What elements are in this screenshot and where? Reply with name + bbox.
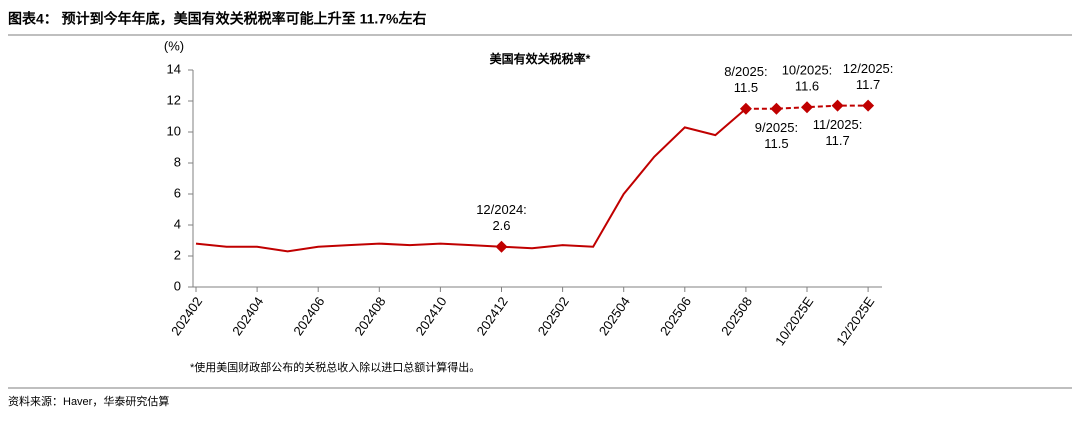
data-label: 9/2025: xyxy=(755,120,798,135)
y-tick-label: 6 xyxy=(174,185,181,200)
x-tick-label: 10/2025E xyxy=(772,294,816,348)
y-tick-label: 2 xyxy=(174,247,181,262)
x-tick-label: 12/2025E xyxy=(833,294,877,348)
y-tick-label: 0 xyxy=(174,278,181,293)
footnote: *使用美国财政部公布的关税总收入除以进口总额计算得出。 xyxy=(190,360,480,374)
data-label: 12/2024: xyxy=(476,202,527,217)
data-label: 11.7 xyxy=(825,133,849,148)
line-actual xyxy=(195,107,747,253)
data-label: 11.5 xyxy=(764,136,788,151)
data-label: 8/2025: xyxy=(724,64,767,79)
y-tick-label: 12 xyxy=(167,92,181,107)
source: 资料来源：Haver，华泰研究估算 xyxy=(8,394,169,408)
x-tick-label: 202402 xyxy=(168,294,205,338)
data-label: 11.5 xyxy=(734,80,758,95)
y-tick-label: 8 xyxy=(174,154,181,169)
chart-title: 美国有效关税税率* xyxy=(490,51,591,66)
marker xyxy=(831,99,844,112)
x-tick-label: 202410 xyxy=(412,294,449,338)
line-forecast xyxy=(745,104,869,110)
x-tick-label: 202508 xyxy=(718,294,755,338)
marker xyxy=(801,101,813,114)
y-tick-label: 14 xyxy=(167,61,181,76)
x-tick-label: 202408 xyxy=(351,294,388,338)
page-title: 图表4： 预计到今年年底，美国有效关税税率可能上升至 11.7%左右 xyxy=(8,11,427,27)
x-tick-label: 202504 xyxy=(596,294,633,338)
marker xyxy=(495,240,508,253)
x-tick-label: 202412 xyxy=(474,294,511,338)
data-label: 11/2025: xyxy=(813,117,863,132)
y-unit: (%) xyxy=(164,38,184,53)
x-tick-label: 202406 xyxy=(290,294,327,338)
data-label: 12/2025: xyxy=(843,61,894,76)
data-label: 10/2025: xyxy=(782,63,833,78)
data-label: 11.7 xyxy=(856,77,880,92)
y-tick-label: 4 xyxy=(174,216,181,231)
x-tick-label: 202404 xyxy=(229,294,266,338)
x-tick-label: 202502 xyxy=(535,294,572,338)
x-tick-label: 202506 xyxy=(657,294,694,338)
data-label: 11.6 xyxy=(795,79,819,94)
marker xyxy=(739,102,752,115)
data-label: 2.6 xyxy=(492,218,510,233)
marker xyxy=(862,99,875,112)
marker xyxy=(770,102,783,115)
y-tick-label: 10 xyxy=(167,123,181,138)
